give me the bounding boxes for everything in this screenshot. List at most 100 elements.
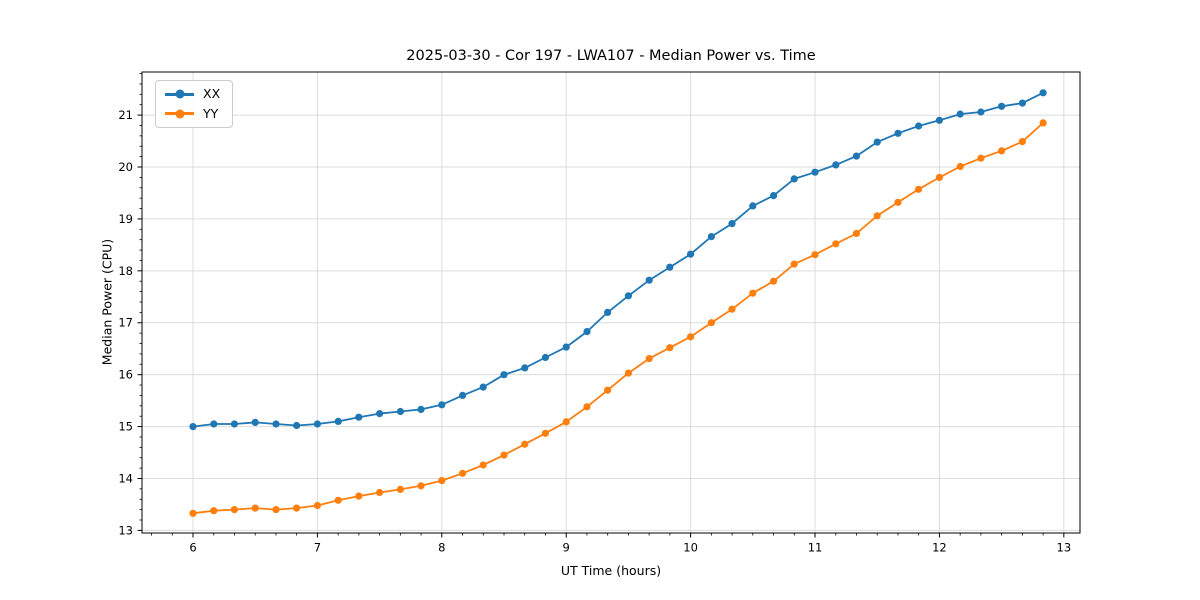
data-point-yy bbox=[998, 147, 1006, 155]
x-tick-label: 11 bbox=[808, 541, 823, 555]
data-point-xx bbox=[583, 328, 591, 336]
data-point-xx bbox=[624, 292, 633, 300]
data-point-yy bbox=[272, 506, 280, 514]
series-line-yy bbox=[192, 122, 1044, 515]
data-point-yy bbox=[417, 482, 425, 490]
data-point-xx bbox=[438, 401, 446, 409]
data-point-yy bbox=[334, 496, 342, 504]
data-point-yy bbox=[935, 173, 944, 181]
x-tick-label: 6 bbox=[189, 541, 196, 555]
data-point-xx bbox=[272, 420, 280, 428]
data-point-yy bbox=[832, 240, 840, 248]
data-point-yy bbox=[251, 504, 259, 512]
data-point-xx bbox=[521, 364, 529, 372]
data-point-yy bbox=[293, 504, 301, 512]
data-point-xx bbox=[562, 343, 570, 351]
data-point-yy bbox=[562, 418, 570, 426]
data-point-xx bbox=[355, 413, 363, 421]
data-point-yy bbox=[541, 429, 550, 437]
data-point-yy bbox=[894, 198, 902, 206]
data-point-xx bbox=[790, 175, 798, 183]
data-point-yy bbox=[1018, 138, 1026, 146]
y-tick-label: 15 bbox=[118, 420, 133, 434]
legend-label-yy: YY bbox=[203, 105, 219, 121]
y-tick-label: 19 bbox=[118, 212, 133, 226]
data-point-xx bbox=[313, 420, 321, 428]
data-point-yy bbox=[500, 451, 508, 459]
data-point-yy bbox=[313, 501, 321, 510]
data-point-xx bbox=[1018, 99, 1026, 107]
data-point-xx bbox=[852, 152, 861, 160]
y-tick-label: 13 bbox=[118, 523, 133, 537]
data-point-xx bbox=[728, 220, 736, 228]
data-point-xx bbox=[687, 250, 695, 258]
data-point-xx bbox=[894, 129, 902, 137]
data-point-xx bbox=[479, 383, 487, 391]
data-point-xx bbox=[811, 168, 819, 176]
x-tick-label: 10 bbox=[683, 541, 698, 555]
x-axis-label: UT Time (hours) bbox=[560, 563, 662, 578]
data-point-yy bbox=[645, 355, 653, 363]
legend-label-xx: XX bbox=[203, 86, 221, 101]
data-point-yy bbox=[687, 333, 695, 341]
data-point-xx bbox=[915, 122, 923, 130]
data-point-yy bbox=[521, 440, 529, 448]
data-point-xx bbox=[417, 405, 425, 413]
legend: XX YY bbox=[155, 80, 234, 128]
data-point-yy bbox=[459, 469, 467, 477]
data-point-yy bbox=[770, 277, 778, 285]
x-tick-label: 7 bbox=[314, 541, 321, 555]
legend-item-xx: XX bbox=[165, 86, 221, 101]
data-point-yy bbox=[583, 403, 591, 411]
data-point-yy bbox=[915, 185, 923, 193]
data-point-xx bbox=[189, 423, 197, 431]
data-point-yy bbox=[852, 229, 861, 238]
data-point-xx bbox=[334, 417, 342, 425]
legend-item-yy: YY bbox=[165, 105, 220, 121]
x-tick-label: 9 bbox=[563, 541, 570, 555]
data-point-xx bbox=[770, 192, 778, 200]
data-point-xx bbox=[956, 110, 964, 118]
data-point-yy bbox=[604, 386, 612, 394]
x-tick-label: 8 bbox=[438, 541, 445, 555]
data-point-yy bbox=[956, 162, 964, 171]
data-point-xx bbox=[459, 391, 467, 399]
data-point-xx bbox=[645, 276, 653, 284]
data-point-xx bbox=[832, 161, 840, 169]
y-axis-label: Median Power (CPU) bbox=[99, 238, 115, 366]
data-point-xx bbox=[376, 410, 384, 418]
data-point-yy bbox=[624, 369, 633, 377]
data-point-yy bbox=[728, 305, 736, 313]
data-point-yy bbox=[438, 477, 446, 485]
data-point-yy bbox=[1039, 119, 1047, 127]
data-point-yy bbox=[355, 492, 363, 500]
y-tick-label: 20 bbox=[118, 160, 133, 174]
y-tick-label: 14 bbox=[118, 471, 133, 485]
y-tick-label: 21 bbox=[118, 108, 133, 122]
data-point-yy bbox=[396, 485, 404, 493]
data-point-yy bbox=[210, 507, 218, 515]
data-point-xx bbox=[251, 418, 259, 426]
data-point-xx bbox=[998, 102, 1006, 110]
data-point-yy bbox=[790, 260, 798, 268]
data-point-xx bbox=[293, 421, 301, 430]
data-point-xx bbox=[977, 108, 985, 116]
data-point-xx bbox=[500, 371, 508, 379]
data-point-xx bbox=[873, 138, 881, 146]
data-point-xx bbox=[935, 116, 944, 124]
data-point-yy bbox=[376, 488, 384, 497]
data-point-xx bbox=[604, 308, 612, 316]
x-tick-label: 13 bbox=[1057, 541, 1072, 555]
y-tick-label: 16 bbox=[118, 368, 133, 382]
data-point-yy bbox=[230, 506, 238, 514]
data-point-xx bbox=[749, 202, 757, 210]
data-point-yy bbox=[707, 319, 716, 327]
y-tick-label: 18 bbox=[118, 264, 133, 278]
data-point-xx bbox=[210, 420, 218, 428]
data-point-yy bbox=[666, 344, 674, 352]
data-point-yy bbox=[873, 212, 881, 220]
legend-marker-icon bbox=[175, 89, 184, 99]
x-tick-label: 12 bbox=[932, 541, 947, 555]
